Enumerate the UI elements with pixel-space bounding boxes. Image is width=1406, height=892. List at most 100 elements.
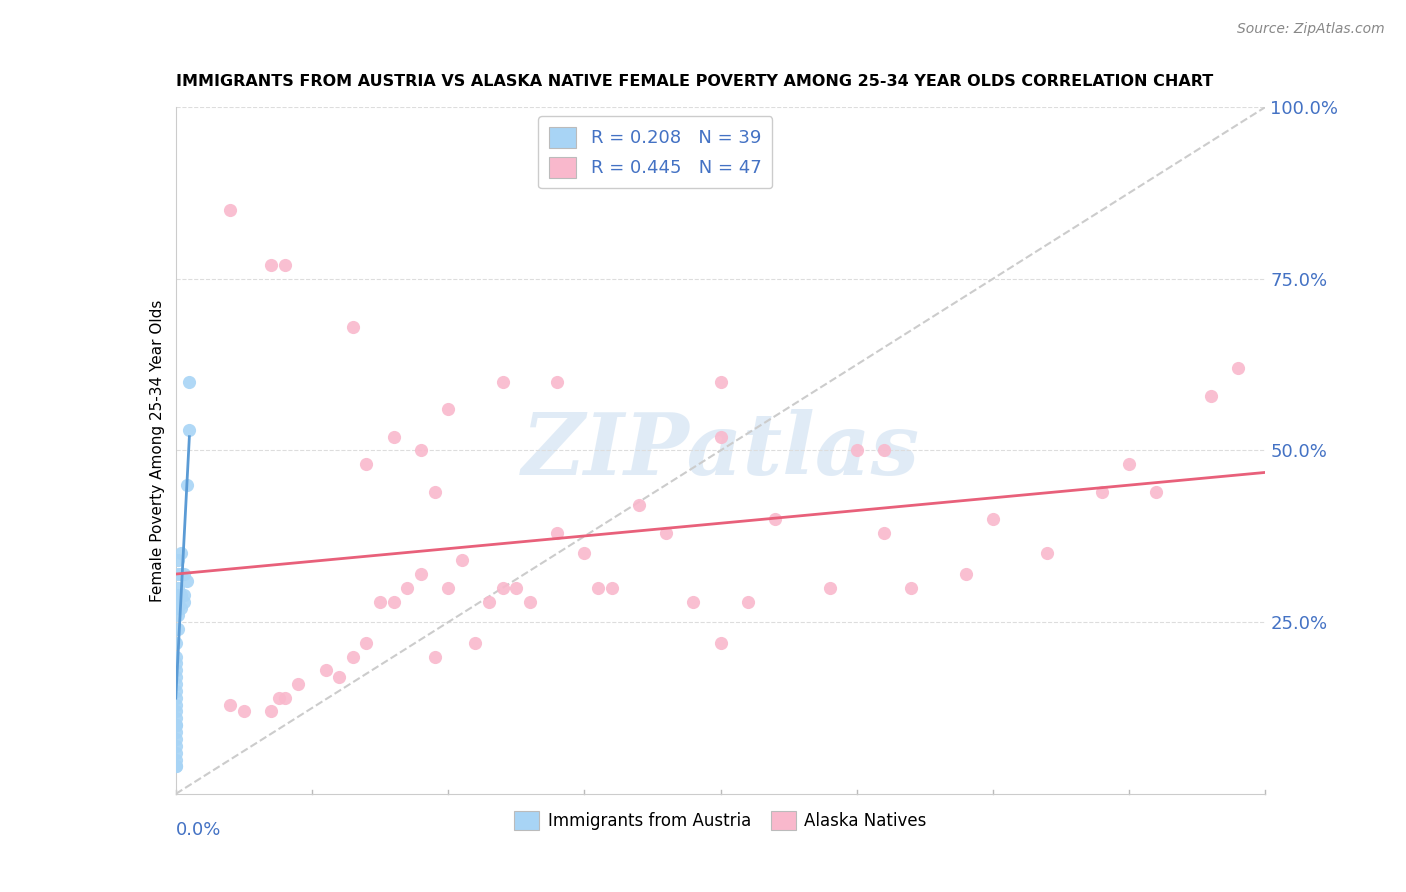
Point [546, 525, 568, 540]
Point [165, 698, 187, 712]
Point [382, 594, 405, 608]
Point [315, 663, 337, 677]
Point [165, 746, 187, 760]
Point [818, 581, 841, 595]
Point [710, 375, 733, 389]
Point [655, 525, 678, 540]
Point [219, 203, 242, 218]
Point [423, 484, 446, 499]
Point [981, 512, 1004, 526]
Point [328, 670, 350, 684]
Point [955, 567, 977, 582]
Point [165, 636, 187, 650]
Point [1036, 546, 1059, 561]
Point [167, 594, 190, 608]
Point [173, 594, 195, 608]
Point [1227, 361, 1250, 376]
Point [170, 546, 193, 561]
Point [368, 594, 391, 608]
Point [274, 690, 297, 705]
Point [165, 718, 187, 732]
Point [165, 725, 187, 739]
Point [260, 258, 283, 272]
Point [165, 677, 187, 691]
Point [167, 588, 190, 602]
Point [478, 594, 501, 608]
Point [165, 649, 187, 664]
Point [464, 636, 486, 650]
Point [165, 670, 187, 684]
Point [173, 567, 195, 582]
Point [586, 581, 609, 595]
Point [173, 588, 195, 602]
Point [437, 402, 460, 417]
Point [682, 594, 704, 608]
Point [627, 499, 650, 513]
Point [1144, 484, 1167, 499]
Point [492, 375, 515, 389]
Text: ZIPatlas: ZIPatlas [522, 409, 920, 492]
Point [165, 663, 187, 677]
Point [437, 581, 460, 595]
Point [179, 423, 201, 437]
Point [170, 601, 193, 615]
Point [382, 430, 405, 444]
Point [167, 567, 190, 582]
Point [409, 567, 432, 582]
Point [165, 711, 187, 725]
Point [1199, 388, 1222, 402]
Point [170, 567, 193, 582]
Point [519, 594, 541, 608]
Point [873, 443, 896, 458]
Point [845, 443, 868, 458]
Point [167, 581, 190, 595]
Point [165, 759, 187, 773]
Point [165, 753, 187, 767]
Point [287, 677, 309, 691]
Point [356, 457, 378, 471]
Point [356, 636, 378, 650]
Point [763, 512, 786, 526]
Point [165, 657, 187, 671]
Point [873, 525, 896, 540]
Point [176, 478, 198, 492]
Point [176, 574, 198, 588]
Point [167, 608, 190, 623]
Point [342, 319, 364, 334]
Point [179, 375, 201, 389]
Point [165, 690, 187, 705]
Point [167, 553, 190, 567]
Text: Source: ZipAtlas.com: Source: ZipAtlas.com [1237, 22, 1385, 37]
Point [167, 601, 190, 615]
Point [269, 690, 291, 705]
Point [165, 718, 187, 732]
Point [260, 705, 283, 719]
Point [274, 258, 297, 272]
Point [165, 731, 187, 746]
Point [396, 581, 419, 595]
Text: 0.0%: 0.0% [176, 822, 221, 839]
Point [900, 581, 922, 595]
Point [167, 622, 190, 636]
Point [505, 581, 527, 595]
Point [423, 649, 446, 664]
Point [165, 759, 187, 773]
Point [170, 588, 193, 602]
Point [450, 553, 472, 567]
Point [342, 649, 364, 664]
Point [409, 443, 432, 458]
Y-axis label: Female Poverty Among 25-34 Year Olds: Female Poverty Among 25-34 Year Olds [149, 300, 165, 601]
Point [710, 430, 733, 444]
Point [737, 594, 759, 608]
Point [165, 705, 187, 719]
Point [574, 546, 596, 561]
Point [1118, 457, 1140, 471]
Point [492, 581, 515, 595]
Point [232, 705, 254, 719]
Point [546, 375, 568, 389]
Point [165, 739, 187, 753]
Point [219, 698, 242, 712]
Legend: Immigrants from Austria, Alaska Natives: Immigrants from Austria, Alaska Natives [508, 805, 934, 837]
Point [710, 636, 733, 650]
Point [1091, 484, 1114, 499]
